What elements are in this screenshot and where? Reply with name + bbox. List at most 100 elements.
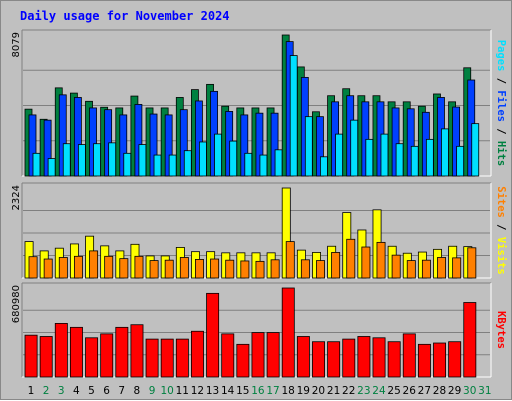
bar-sites-day-19 bbox=[300, 259, 310, 279]
bar-pages-day-26 bbox=[410, 145, 419, 177]
bar-sites-day-12 bbox=[195, 259, 204, 279]
bar-pages-day-2 bbox=[47, 158, 56, 177]
bar-pages-day-20 bbox=[320, 156, 328, 177]
x-tick-label-day-17: 17 bbox=[266, 385, 279, 397]
bar-sites-day-2 bbox=[43, 258, 53, 279]
ylabel-separator: / bbox=[495, 218, 507, 237]
bar-kbytes-day-1 bbox=[24, 334, 38, 378]
bar-pages-day-30 bbox=[471, 123, 480, 177]
bar-sites-day-21 bbox=[331, 252, 341, 279]
bar-kbytes-day-30 bbox=[463, 302, 477, 378]
bar-kbytes-day-27 bbox=[417, 343, 431, 378]
bar-sites-day-17 bbox=[270, 259, 280, 279]
x-tick-label-day-24: 24 bbox=[372, 385, 386, 397]
bar-sites-day-7 bbox=[119, 258, 129, 279]
bar-kbytes-day-9 bbox=[145, 338, 159, 378]
x-tick-label-day-19: 19 bbox=[297, 385, 310, 397]
bar-pages-day-8 bbox=[138, 144, 147, 177]
bar-sites-day-22 bbox=[346, 238, 356, 279]
ylabel-part-files: Files bbox=[495, 90, 507, 122]
ylabel-part-visits: Visits bbox=[495, 237, 507, 275]
bar-kbytes-day-13 bbox=[206, 292, 220, 378]
bar-pages-day-19 bbox=[304, 116, 313, 177]
bar-pages-day-5 bbox=[93, 143, 101, 177]
x-tick-label-day-20: 20 bbox=[312, 385, 325, 397]
x-tick-label-day-2: 2 bbox=[43, 385, 50, 397]
bar-pages-day-3 bbox=[62, 143, 71, 177]
bar-pages-day-22 bbox=[350, 119, 359, 177]
x-tick-label-day-9: 9 bbox=[149, 385, 156, 397]
bar-kbytes-day-21 bbox=[327, 341, 341, 378]
bar-kbytes-day-24 bbox=[372, 337, 386, 378]
bar-files-day-2 bbox=[43, 119, 52, 177]
bar-kbytes-day-11 bbox=[175, 338, 189, 378]
bar-kbytes-day-10 bbox=[160, 338, 174, 378]
panel-ylabel: KBytes bbox=[495, 311, 507, 349]
chart-panels: 8079 Pages / Files / Hits 2324 Sites / Visi… bbox=[11, 29, 507, 378]
bar-kbytes-day-29 bbox=[448, 341, 462, 378]
bar-kbytes-day-25 bbox=[387, 341, 401, 378]
ylabel-separator: / bbox=[495, 71, 507, 90]
ylabel-part-hits: Hits bbox=[495, 141, 507, 166]
bar-sites-day-16 bbox=[255, 260, 265, 279]
x-tick-label-day-10: 10 bbox=[160, 385, 173, 397]
bar-kbytes-day-12 bbox=[191, 330, 204, 378]
x-tick-label-day-29: 29 bbox=[448, 385, 461, 397]
bar-kbytes-day-5 bbox=[85, 337, 99, 378]
bar-sites-day-29 bbox=[452, 257, 462, 279]
bar-files-day-16 bbox=[255, 112, 264, 177]
bar-files-day-8 bbox=[134, 104, 143, 177]
bar-sites-day-26 bbox=[406, 260, 416, 279]
x-tick-label-day-18: 18 bbox=[282, 385, 295, 397]
bar-pages-day-4 bbox=[77, 144, 86, 177]
bar-kbytes-day-18 bbox=[281, 287, 295, 378]
bar-sites-day-14 bbox=[225, 259, 235, 279]
bar-pages-day-25 bbox=[395, 143, 404, 177]
bar-kbytes-day-4 bbox=[69, 326, 83, 378]
x-axis-day-labels: 1 2 3 4 5 6 7 8 9 10 11 12 13 14 15 16 17 18 19 20 21 22 23 24 2… bbox=[28, 385, 492, 397]
bar-sites-day-13 bbox=[210, 258, 220, 279]
ylabel-separator: / bbox=[495, 122, 507, 141]
bar-sites-day-5 bbox=[89, 250, 99, 279]
bar-sites-day-6 bbox=[104, 255, 114, 279]
panel-max-label: 2324 bbox=[11, 185, 22, 210]
bar-sites-day-24 bbox=[376, 241, 386, 279]
bar-kbytes-day-2 bbox=[39, 336, 53, 378]
bar-files-day-25 bbox=[391, 107, 400, 177]
bar-sites-day-15 bbox=[240, 260, 250, 279]
panel-max-label: 8079 bbox=[11, 32, 22, 57]
bar-kbytes-day-22 bbox=[342, 338, 356, 378]
bar-sites-day-4 bbox=[73, 255, 83, 279]
bar-sites-day-9 bbox=[149, 260, 159, 279]
ylabel-part-pages: Pages bbox=[495, 40, 507, 72]
ylabel-part-sites: Sites bbox=[495, 186, 507, 218]
bar-files-day-7 bbox=[119, 114, 128, 177]
ylabel-part-kbytes: KBytes bbox=[495, 311, 507, 349]
bar-sites-day-20 bbox=[316, 260, 325, 279]
bar-files-day-3 bbox=[58, 94, 67, 177]
x-tick-label-day-13: 13 bbox=[206, 385, 219, 397]
bar-files-day-20 bbox=[316, 116, 324, 177]
bar-files-day-23 bbox=[361, 101, 370, 177]
bar-files-day-12 bbox=[195, 100, 203, 177]
panel-visits-sites: 2324 Sites / Visits bbox=[11, 182, 507, 279]
bar-pages-day-27 bbox=[425, 138, 434, 177]
bar-kbytes-day-19 bbox=[296, 336, 310, 378]
bar-kbytes-day-16 bbox=[251, 332, 265, 378]
x-tick-label-day-16: 16 bbox=[251, 385, 265, 397]
chart-title: Daily usage for November 2024 bbox=[20, 9, 230, 23]
x-tick-label-day-7: 7 bbox=[118, 385, 125, 397]
bar-sites-day-30 bbox=[467, 247, 477, 279]
bar-sites-day-18 bbox=[285, 241, 295, 279]
bar-files-day-17 bbox=[270, 112, 279, 177]
x-tick-label-day-23: 23 bbox=[357, 385, 370, 397]
bar-kbytes-day-20 bbox=[312, 341, 325, 378]
panel-ylabel: Sites / Visits bbox=[495, 186, 507, 275]
x-tick-label-day-11: 11 bbox=[176, 385, 189, 397]
bar-pages-day-14 bbox=[229, 140, 238, 177]
bar-files-day-26 bbox=[406, 108, 415, 177]
bar-sites-day-25 bbox=[391, 254, 401, 279]
x-tick-label-day-31: 31 bbox=[478, 385, 491, 397]
panel-pages-files-hits: 8079 Pages / Files / Hits bbox=[11, 29, 507, 177]
